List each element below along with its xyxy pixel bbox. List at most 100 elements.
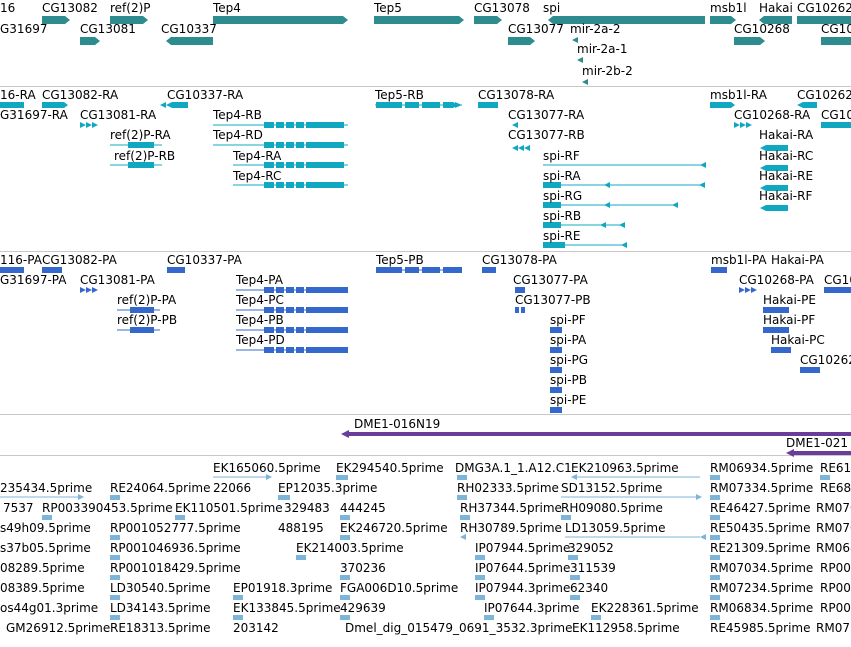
est-glyph-row-8[interactable]: [110, 615, 720, 620]
transcript-label[interactable]: ref(2)P-RB: [114, 149, 175, 163]
protein-glyph-hakai-pe[interactable]: [763, 307, 789, 313]
protein-label[interactable]: spi-PF: [550, 313, 586, 327]
protein-glyph-msb1l-pa[interactable]: [711, 267, 727, 273]
protein-label[interactable]: CG10337-PA: [167, 253, 243, 267]
transcript-glyph-spi-rf[interactable]: [543, 162, 706, 168]
est-label[interactable]: RM07334.5prime: [710, 481, 813, 495]
protein-label[interactable]: Tep4-PB: [235, 313, 284, 327]
est-label[interactable]: RP001046936.5prime: [110, 541, 241, 555]
est-label[interactable]: FGA006D10.5prime: [340, 581, 458, 595]
est-label[interactable]: 329052: [568, 541, 614, 555]
gene-label[interactable]: CG10262: [797, 1, 851, 15]
est-label[interactable]: EK110501.5prime: [175, 501, 283, 515]
protein-glyph-tep4-pd[interactable]: [236, 347, 348, 353]
gene-label[interactable]: CG10: [821, 22, 851, 36]
protein-label[interactable]: CG13077-PB: [515, 293, 591, 307]
transcript-glyph-cg10337-ra[interactable]: [160, 102, 188, 108]
est-label[interactable]: 203142: [233, 621, 279, 635]
protein-glyph-cg13077-pb[interactable]: [515, 307, 525, 313]
protein-glyph-spi-pb[interactable]: [550, 387, 562, 393]
est-label[interactable]: 22066: [213, 481, 251, 495]
est-label[interactable]: EK165060.5prime: [213, 461, 321, 475]
gene-label[interactable]: CG13081: [80, 22, 136, 36]
est-label[interactable]: EK228361.5prime: [591, 601, 699, 615]
transcript-glyph-hakai-ra[interactable]: [760, 145, 788, 151]
protein-glyph-cg13082-pa[interactable]: [42, 267, 62, 273]
transcript-glyph-ref2p-ra[interactable]: [110, 142, 162, 148]
protein-glyph-cg10262[interactable]: [800, 367, 820, 373]
protein-label[interactable]: CG13077-PA: [513, 273, 589, 287]
gene-label[interactable]: CG10337: [161, 22, 217, 36]
protein-label[interactable]: 116-PA: [0, 253, 43, 267]
protein-label[interactable]: G31697-PA: [0, 273, 67, 287]
protein-label[interactable]: CG13081-PA: [80, 273, 156, 287]
est-label[interactable]: RM070: [816, 501, 851, 515]
est-label[interactable]: RM06934.5prime: [710, 461, 813, 475]
est-label[interactable]: EK133845.5prime: [233, 601, 341, 615]
transcript-label[interactable]: CG10268-RA: [734, 108, 811, 122]
est-label[interactable]: 08389.5prime: [0, 581, 85, 595]
transcript-glyph-spi-re[interactable]: [543, 242, 627, 248]
est-label[interactable]: RE18313.5prime: [110, 621, 211, 635]
protein-glyph-spi-pg[interactable]: [550, 367, 562, 373]
transcript-label[interactable]: ref(2)P-RA: [110, 128, 171, 142]
est-glyph-row-2[interactable]: [0, 494, 720, 500]
gene-label[interactable]: CG10268: [734, 22, 790, 36]
est-label[interactable]: RM06834.5prime: [710, 601, 813, 615]
clone-glyph-dme1-016n19[interactable]: [341, 430, 851, 438]
est-label[interactable]: RE61: [820, 461, 851, 475]
protein-label[interactable]: CG10262: [800, 353, 851, 367]
gene-glyph-cg10262[interactable]: [797, 16, 851, 24]
transcript-glyph-msb1l-ra[interactable]: [710, 102, 735, 108]
transcript-label[interactable]: spi-RB: [543, 209, 581, 223]
transcript-glyph-cg10[interactable]: [821, 122, 851, 128]
gene-label[interactable]: mir-2b-2: [582, 64, 633, 78]
transcript-glyph-hakai-rf[interactable]: [760, 205, 788, 211]
gene-label[interactable]: 16: [0, 1, 15, 15]
est-label[interactable]: EK246720.5prime: [340, 521, 448, 535]
protein-glyph-ref2p-pa[interactable]: [117, 307, 160, 313]
est-label[interactable]: s37b05.5prime: [0, 541, 91, 555]
protein-label[interactable]: ref(2)P-PA: [117, 293, 177, 307]
transcript-label[interactable]: Tep5-RB: [374, 88, 424, 102]
est-label[interactable]: GM26912.5prime: [6, 621, 110, 635]
transcript-label[interactable]: spi-RG: [543, 189, 582, 203]
est-label[interactable]: IP07944.3prime: [475, 581, 570, 595]
gene-label[interactable]: msb1l: [710, 1, 747, 15]
est-label[interactable]: 08289.5prime: [0, 561, 85, 575]
protein-label[interactable]: CG10: [824, 273, 851, 287]
protein-glyph-spi-pe[interactable]: [550, 407, 562, 413]
gene-label[interactable]: Tep5: [373, 1, 402, 15]
protein-label[interactable]: Tep4-PA: [235, 273, 284, 287]
est-label[interactable]: RM071: [816, 621, 851, 635]
transcript-label[interactable]: CG10262: [797, 88, 851, 102]
protein-label[interactable]: Hakai-PF: [763, 313, 815, 327]
est-label[interactable]: SD13152.5prime: [561, 481, 662, 495]
protein-glyph-spi-pf[interactable]: [550, 327, 562, 333]
gene-glyph-cg13082[interactable]: [42, 16, 70, 24]
protein-label[interactable]: msb1l-PA: [711, 253, 767, 267]
est-glyph-row-7[interactable]: [110, 595, 720, 600]
est-label[interactable]: RH09080.5prime: [561, 501, 663, 515]
gene-label[interactable]: Tep4: [212, 1, 241, 15]
protein-glyph-tep5-pb[interactable]: [376, 267, 462, 273]
est-label[interactable]: RH02333.5prime: [457, 481, 559, 495]
protein-label[interactable]: Hakai-PA: [771, 253, 825, 267]
est-label[interactable]: DMG3A.1_1.A12.C1: [455, 461, 572, 475]
gene-glyph-ref2p[interactable]: [110, 16, 148, 24]
protein-glyph-ref2p-pb[interactable]: [117, 327, 160, 333]
transcript-glyph-tep4-ra[interactable]: [233, 162, 348, 168]
protein-label[interactable]: Tep5-PB: [375, 253, 424, 267]
gene-glyph-mir-2a-1[interactable]: [577, 57, 583, 63]
est-label[interactable]: IP07644.5prime: [475, 561, 570, 575]
est-label[interactable]: EP12035.3prime: [278, 481, 377, 495]
est-glyph-row-4[interactable]: [110, 534, 720, 540]
est-label[interactable]: RM07234.5prime: [710, 581, 813, 595]
est-label[interactable]: os44g01.3prime: [0, 601, 98, 615]
transcript-label[interactable]: CG13078-RA: [478, 88, 555, 102]
est-label[interactable]: RP001052777.5prime: [110, 521, 241, 535]
gene-glyph-tep5[interactable]: [374, 16, 464, 24]
gene-glyph-mir-2a-2[interactable]: [572, 37, 578, 43]
transcript-label[interactable]: Tep4-RC: [232, 169, 281, 183]
est-label[interactable]: LD30540.5prime: [110, 581, 211, 595]
